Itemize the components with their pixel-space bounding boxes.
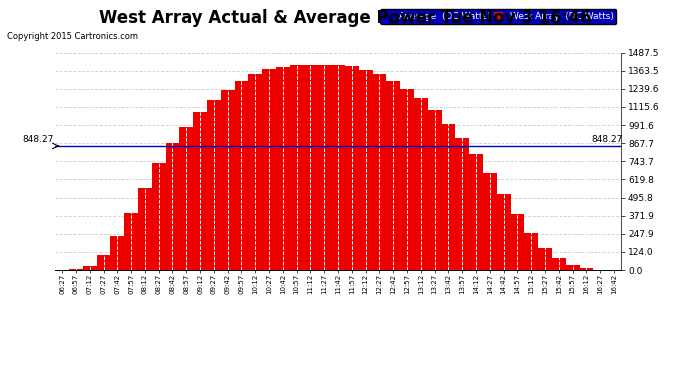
Bar bbox=[566, 265, 580, 270]
Bar bbox=[110, 236, 124, 270]
Bar bbox=[386, 81, 400, 270]
Bar bbox=[152, 163, 166, 270]
Text: Copyright 2015 Cartronics.com: Copyright 2015 Cartronics.com bbox=[7, 32, 138, 41]
Bar bbox=[290, 65, 304, 270]
Bar bbox=[69, 269, 83, 270]
Text: West Array Actual & Average Power Tue Nov 3 16:46: West Array Actual & Average Power Tue No… bbox=[99, 9, 591, 27]
Bar bbox=[580, 268, 593, 270]
Bar bbox=[248, 74, 262, 270]
Bar bbox=[373, 74, 386, 270]
Bar bbox=[469, 154, 483, 270]
Bar bbox=[483, 174, 497, 270]
Bar bbox=[304, 64, 317, 270]
Bar bbox=[345, 66, 359, 270]
Bar bbox=[497, 194, 511, 270]
Bar bbox=[262, 69, 276, 270]
Bar bbox=[552, 258, 566, 270]
Text: 848.27: 848.27 bbox=[591, 135, 622, 144]
Text: 848.27: 848.27 bbox=[23, 135, 54, 144]
Bar bbox=[221, 90, 235, 270]
Bar bbox=[455, 138, 469, 270]
Bar bbox=[317, 64, 331, 270]
Bar bbox=[331, 65, 345, 270]
Bar bbox=[538, 248, 552, 270]
Bar bbox=[442, 124, 455, 270]
Bar bbox=[359, 70, 373, 270]
Bar bbox=[524, 233, 538, 270]
Bar bbox=[235, 81, 248, 270]
Bar bbox=[97, 255, 110, 270]
Bar bbox=[138, 188, 152, 270]
Bar bbox=[414, 98, 428, 270]
Bar bbox=[124, 213, 138, 270]
Bar bbox=[179, 127, 193, 270]
Bar bbox=[193, 112, 207, 270]
Bar bbox=[511, 214, 524, 270]
Bar bbox=[166, 143, 179, 270]
Bar bbox=[207, 100, 221, 270]
Bar bbox=[83, 266, 97, 270]
Bar bbox=[428, 110, 442, 270]
Bar bbox=[400, 89, 414, 270]
Bar bbox=[276, 67, 290, 270]
Legend: Average  (DC Watts), West Array  (DC Watts): Average (DC Watts), West Array (DC Watts… bbox=[380, 9, 616, 24]
